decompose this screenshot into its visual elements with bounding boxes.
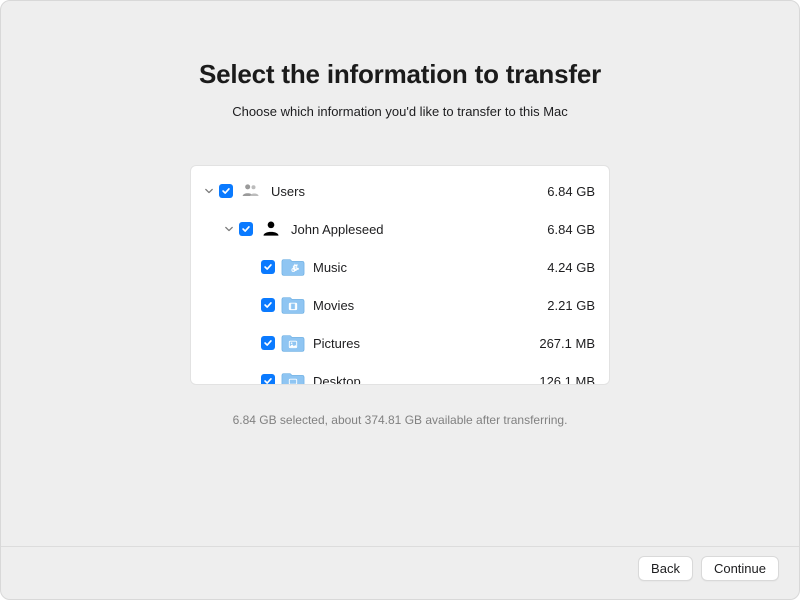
tree-size: 6.84 GB [515, 184, 595, 199]
transfer-tree-panel: Users 6.84 GB John Appleseed 6.84 GB [190, 165, 610, 385]
checkbox-pictures[interactable] [261, 336, 275, 350]
tree-size: 267.1 MB [515, 336, 595, 351]
tree-label: John Appleseed [291, 222, 515, 237]
checkbox-john[interactable] [239, 222, 253, 236]
pictures-folder-icon [281, 331, 305, 355]
tree-row-music[interactable]: Music 4.24 GB [197, 248, 595, 286]
desktop-folder-icon [281, 369, 305, 385]
tree-label: Movies [313, 298, 515, 313]
tree-row-pictures[interactable]: Pictures 267.1 MB [197, 324, 595, 362]
summary-text: 6.84 GB selected, about 374.81 GB availa… [233, 413, 568, 427]
tree-label: Pictures [313, 336, 515, 351]
tree-row-users[interactable]: Users 6.84 GB [197, 172, 595, 210]
page-subtitle: Choose which information you'd like to t… [232, 104, 568, 119]
tree-row-desktop[interactable]: Desktop 126.1 MB [197, 362, 595, 385]
tree-row-movies[interactable]: Movies 2.21 GB [197, 286, 595, 324]
chevron-down-icon[interactable] [203, 185, 215, 197]
tree-row-user-john[interactable]: John Appleseed 6.84 GB [197, 210, 595, 248]
back-button[interactable]: Back [638, 556, 693, 581]
movies-folder-icon [281, 293, 305, 317]
page-title: Select the information to transfer [199, 59, 601, 90]
tree-label: Desktop [313, 374, 515, 386]
footer-buttons: Back Continue [638, 556, 779, 581]
tree-size: 2.21 GB [515, 298, 595, 313]
chevron-down-icon[interactable] [223, 223, 235, 235]
tree-label: Users [271, 184, 515, 199]
migration-window: Select the information to transfer Choos… [0, 0, 800, 600]
user-silhouette-icon [259, 217, 283, 241]
footer-divider [1, 546, 799, 547]
users-group-icon [239, 179, 263, 203]
tree-size: 4.24 GB [515, 260, 595, 275]
checkbox-desktop[interactable] [261, 374, 275, 385]
music-folder-icon [281, 255, 305, 279]
continue-button[interactable]: Continue [701, 556, 779, 581]
tree-size: 6.84 GB [515, 222, 595, 237]
checkbox-music[interactable] [261, 260, 275, 274]
tree-label: Music [313, 260, 515, 275]
checkbox-movies[interactable] [261, 298, 275, 312]
tree-size: 126.1 MB [515, 374, 595, 386]
checkbox-users[interactable] [219, 184, 233, 198]
